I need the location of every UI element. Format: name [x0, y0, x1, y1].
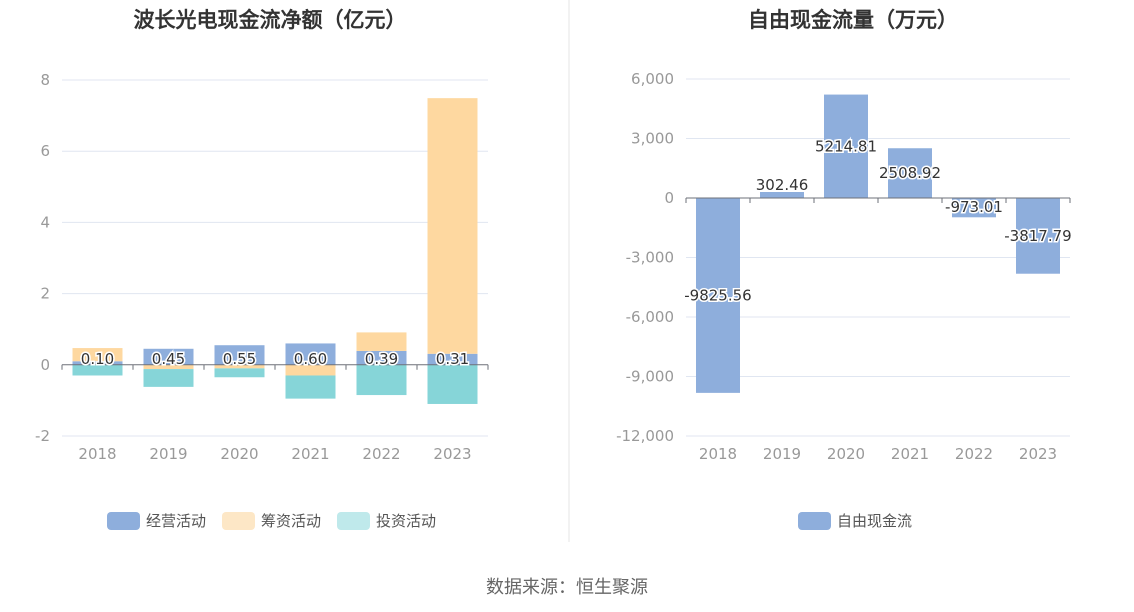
y-tick-labels-left: 8 6 4 2 0 -2	[35, 71, 50, 445]
bar-经营活动-2023[interactable]	[427, 353, 478, 365]
y-tick-label: 3,000	[631, 130, 674, 148]
bar-经营活动-2020[interactable]	[214, 345, 265, 365]
free-cashflow-chart: 自由现金流量（万元） 6,000 3,000 0 -3,000 -6,000 -9,000…	[616, 8, 1073, 530]
bar-筹资活动-2018[interactable]	[72, 348, 123, 362]
y-tick-label: -12,000	[616, 427, 674, 445]
data-label: 0.60	[294, 350, 327, 368]
chart-title-left: 波长光电现金流净额（亿元）	[134, 8, 407, 32]
bar-投资活动-2023[interactable]	[427, 364, 478, 404]
y-tick-label: 2	[40, 285, 50, 303]
legend-label: 自由现金流	[837, 512, 912, 530]
y-tick-labels-right: 6,000 3,000 0 -3,000 -6,000 -9,000 -12,000	[616, 70, 674, 445]
bars-left	[72, 98, 478, 404]
data-label: 0.39	[365, 350, 398, 368]
legend-label: 筹资活动	[261, 512, 321, 530]
data-label: 0.10	[81, 350, 114, 368]
x-tick-label: 2022	[955, 445, 993, 463]
data-label: 5214.81	[815, 137, 877, 155]
y-gridlines-left	[62, 79, 488, 437]
legend-swatch	[337, 512, 370, 530]
y-tick-label: 8	[40, 71, 50, 89]
data-label: -973.01	[945, 198, 1003, 216]
x-tick-label: 2018	[699, 445, 737, 463]
bar-投资活动-2020[interactable]	[214, 368, 265, 378]
data-label: -3817.79	[1004, 227, 1071, 245]
data-label: 0.55	[223, 350, 256, 368]
x-tick-label: 2019	[149, 445, 187, 463]
x-tick-label: 2021	[891, 445, 929, 463]
bar-经营活动-2022[interactable]	[356, 350, 407, 365]
legend-label: 投资活动	[376, 512, 436, 530]
bar-筹资活动-2019[interactable]	[143, 364, 194, 370]
legend-swatch	[222, 512, 255, 530]
y-tick-label: -2	[35, 427, 50, 445]
bar-自由现金流-2021[interactable]	[888, 148, 932, 198]
legend-item[interactable]: 投资活动	[337, 512, 436, 530]
legend-right[interactable]: 自由现金流	[798, 512, 912, 530]
bar-投资活动-2021[interactable]	[285, 375, 336, 399]
bar-自由现金流-2019[interactable]	[760, 192, 804, 198]
x-tick-labels-right: 2018 2019 2020 2021 2022 2023	[699, 445, 1057, 463]
y-tick-label: 6,000	[631, 70, 674, 88]
bar-筹资活动-2023[interactable]	[427, 98, 478, 354]
legend-swatch	[107, 512, 140, 530]
x-tick-label: 2021	[291, 445, 329, 463]
x-tick-label: 2018	[78, 445, 116, 463]
legend-label: 经营活动	[146, 512, 206, 530]
zero-axis-right	[685, 197, 1071, 203]
data-label: 2508.92	[879, 164, 941, 182]
y-tick-label: -6,000	[626, 308, 674, 326]
x-tick-label: 2022	[362, 445, 400, 463]
x-tick-labels-left: 2018 2019 2020 2021 2022 2023	[78, 445, 471, 463]
bar-自由现金流-2018[interactable]	[696, 198, 740, 393]
y-tick-label: 6	[40, 142, 50, 160]
legend-left[interactable]: 经营活动 筹资活动 投资活动	[107, 512, 436, 530]
y-tick-label: -9,000	[626, 368, 674, 386]
bar-投资活动-2018[interactable]	[72, 364, 123, 376]
zero-axis-left	[61, 364, 489, 370]
legend-item[interactable]: 自由现金流	[798, 512, 912, 530]
data-source-note: 数据来源：恒生聚源	[486, 577, 648, 598]
bar-筹资活动-2021[interactable]	[285, 364, 336, 376]
bar-经营活动-2019[interactable]	[143, 348, 194, 365]
y-gridlines-right	[686, 78, 1070, 437]
bar-自由现金流-2020[interactable]	[824, 94, 868, 198]
bar-筹资活动-2022[interactable]	[356, 332, 407, 351]
data-labels-left: 0.10 0.45 0.55 0.60 0.39 0.31	[79, 348, 470, 369]
bar-经营活动-2021[interactable]	[285, 343, 336, 365]
data-labels-right: -9825.56 302.46 5214.812508.92-973.01-3817…	[683, 136, 1073, 306]
y-tick-label: 0	[40, 356, 50, 374]
bar-筹资活动-2020[interactable]	[214, 364, 265, 369]
data-label: -9825.56	[684, 286, 751, 304]
bar-投资活动-2022[interactable]	[356, 364, 407, 396]
x-tick-label: 2020	[220, 445, 258, 463]
legend-swatch	[798, 512, 831, 530]
bars-right	[696, 94, 1060, 393]
x-tick-label: 2020	[827, 445, 865, 463]
y-tick-label: 0	[664, 189, 674, 207]
y-tick-label: 4	[40, 213, 50, 231]
x-tick-label: 2023	[1019, 445, 1057, 463]
data-label: 0.45	[152, 350, 185, 368]
chart-title-right: 自由现金流量（万元）	[748, 8, 958, 32]
bar-投资活动-2019[interactable]	[143, 369, 194, 387]
data-label: 302.46	[756, 176, 809, 194]
y-tick-label: -3,000	[626, 249, 674, 267]
legend-item[interactable]: 筹资活动	[222, 512, 321, 530]
bar-经营活动-2018[interactable]	[72, 361, 123, 365]
data-label: 0.31	[436, 350, 469, 368]
bar-自由现金流-2023[interactable]	[1016, 198, 1060, 274]
x-tick-label: 2023	[433, 445, 471, 463]
x-tick-label: 2019	[763, 445, 801, 463]
bar-自由现金流-2022[interactable]	[952, 198, 996, 218]
legend-item[interactable]: 经营活动	[107, 512, 206, 530]
